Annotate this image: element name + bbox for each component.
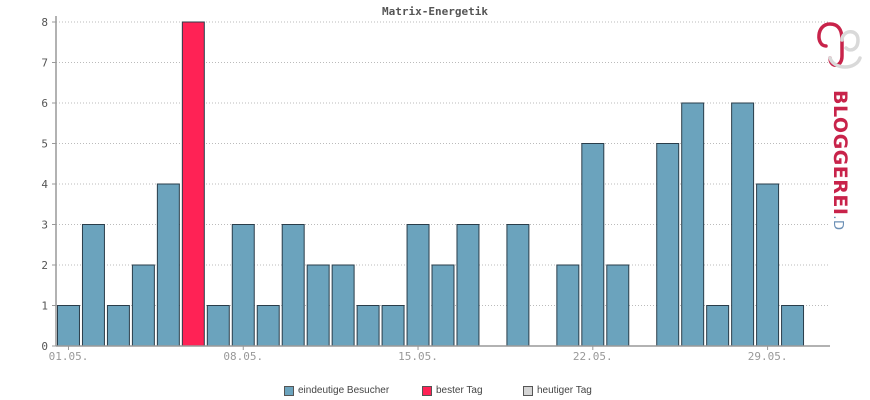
legend-item-unique-visitors: eindeutige Besucher (284, 385, 389, 396)
bar-13.05. (356, 305, 380, 347)
bar-11.05. (306, 264, 330, 347)
x-tick-label-01.05.: 01.05. (49, 350, 89, 363)
y-tick-label-6: 6 (41, 97, 48, 110)
bar-16.05. (431, 264, 455, 347)
bar-15.05. (406, 224, 430, 347)
chart-legend: eindeutige Besucher bester Tag heutiger … (0, 385, 870, 399)
y-tick-label-8: 8 (41, 16, 48, 29)
x-tick-label-08.05.: 08.05. (223, 350, 263, 363)
logo-text-suffix: .DE (830, 215, 845, 230)
y-tick-label-2: 2 (41, 259, 48, 272)
bar-04.05. (131, 264, 155, 347)
bloggerei-logo: BLOGGEREI.DE (812, 18, 868, 230)
bar-17.05. (456, 224, 480, 347)
bar-07.05. (206, 305, 230, 347)
legend-swatch-best-day (422, 385, 432, 396)
bar-19.05. (506, 224, 530, 347)
bar-21.05. (556, 264, 580, 347)
legend-swatch-today (523, 385, 533, 396)
bar-06.05. (181, 21, 205, 347)
x-tick-label-15.05.: 15.05. (398, 350, 438, 363)
x-tick-label-29.05.: 29.05. (748, 350, 788, 363)
legend-swatch-unique-visitors (284, 385, 294, 396)
bar-14.05. (381, 305, 405, 347)
bar-25.05. (656, 143, 680, 347)
bar-29.05. (756, 183, 780, 347)
logo-text-main: BLOGGEREI (829, 90, 851, 215)
bar-02.05. (81, 224, 105, 347)
legend-item-today: heutiger Tag (523, 385, 592, 396)
y-tick-label-4: 4 (41, 178, 48, 191)
bar-28.05. (731, 102, 755, 347)
bloggerei-wordmark: BLOGGEREI.DE (829, 90, 851, 230)
legend-label-today: heutiger Tag (537, 385, 592, 396)
bar-09.05. (256, 305, 280, 347)
y-tick-label-3: 3 (41, 219, 48, 232)
bar-03.05. (106, 305, 130, 347)
bar-27.05. (706, 305, 730, 347)
y-tick-label-5: 5 (41, 138, 48, 151)
y-tick-label-0: 0 (41, 340, 48, 353)
bar-08.05. (231, 224, 255, 347)
legend-item-best-day: bester Tag (422, 385, 483, 396)
bar-23.05. (606, 264, 630, 347)
chart-title: Matrix-Energetik (382, 5, 488, 18)
bloggerei-logo-icon (817, 22, 862, 69)
x-tick-label-22.05.: 22.05. (573, 350, 613, 363)
bar-30.05. (781, 305, 805, 347)
svg-text:BLOGGEREI.DE: BLOGGEREI.DE (829, 90, 851, 230)
bar-10.05. (281, 224, 305, 347)
bar-01.05. (56, 305, 80, 347)
y-tick-label-7: 7 (41, 57, 48, 70)
legend-label-unique-visitors: eindeutige Besucher (298, 385, 390, 396)
bar-22.05. (581, 143, 605, 347)
legend-label-best-day: bester Tag (436, 385, 483, 396)
bar-12.05. (331, 264, 355, 347)
bar-05.05. (156, 183, 180, 347)
y-tick-label-1: 1 (41, 300, 48, 313)
bar-26.05. (681, 102, 705, 347)
